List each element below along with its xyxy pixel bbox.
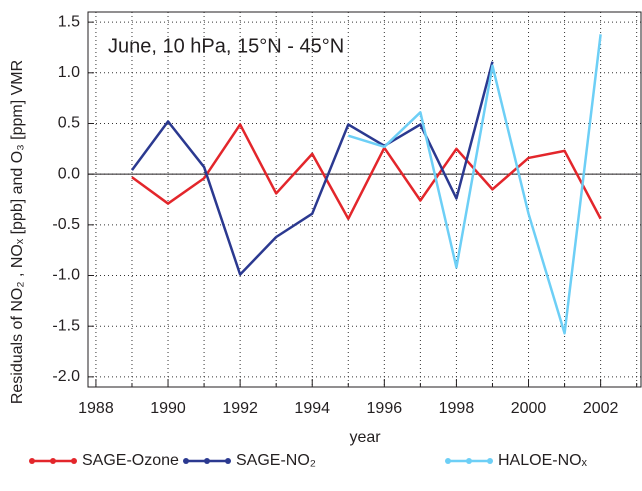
y-tick-label: -1.5 [52,317,80,334]
x-tick-label: 1996 [367,400,403,417]
x-tick-label: 2000 [511,400,547,417]
legend-marker [204,458,210,464]
y-tick-label: 0.5 [58,115,80,132]
legend-label: HALOE-NOₓ [498,452,588,469]
y-axis-label: Residuals of NO₂ , NOₓ [ppb] and O₃ [ppm… [9,60,26,404]
x-tick-label: 1998 [439,400,475,417]
chart-title: June, 10 hPa, 15°N - 45°N [108,35,344,57]
legend-label: SAGE-Ozone [82,452,179,469]
legend-marker [183,458,189,464]
legend-marker [50,458,56,464]
legend-marker [487,458,493,464]
legend-marker [225,458,231,464]
series-line [347,34,602,335]
legend-marker [445,458,451,464]
x-tick-label: 1992 [222,400,258,417]
legend-label: SAGE-NO₂ [236,452,316,469]
y-tick-label: 1.5 [58,13,80,30]
x-tick-label: 2002 [583,400,619,417]
legend-marker [466,458,472,464]
y-tick-label: 1.0 [58,64,80,81]
y-tick-label: 0.0 [58,165,80,182]
series-line [130,61,494,276]
x-tick-label: 1994 [294,400,330,417]
plot-frame [87,11,642,388]
legend-marker [71,458,77,464]
x-tick-label: 1988 [78,400,114,417]
y-tick-label: -0.5 [52,216,80,233]
x-axis-label: year [349,429,381,446]
series-line [131,123,602,221]
x-tick-label: 1990 [150,400,186,417]
y-tick-label: -1.0 [52,267,80,284]
legend-marker [29,458,35,464]
y-tick-label: -2.0 [52,368,80,385]
